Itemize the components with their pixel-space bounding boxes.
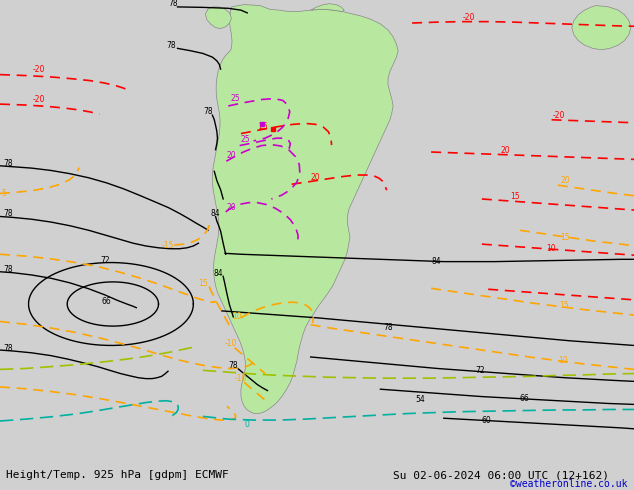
Text: 72: 72 [476,366,485,375]
Polygon shape [572,5,631,50]
Text: -20: -20 [33,95,46,104]
Polygon shape [205,7,231,28]
Text: 0: 0 [244,420,249,429]
Text: -10: -10 [235,374,247,383]
Text: 66: 66 [101,297,111,306]
Text: 10: 10 [547,244,556,252]
Text: 10: 10 [558,356,567,365]
Text: 20: 20 [501,146,510,155]
Text: 20: 20 [227,202,236,212]
Text: 25: 25 [231,95,240,103]
Text: 10: 10 [232,312,242,321]
Polygon shape [311,4,344,11]
Text: 15: 15 [560,233,570,243]
Text: 78: 78 [3,344,13,353]
Text: 72: 72 [100,256,110,265]
Text: Height/Temp. 925 hPa [gdpm] ECMWF: Height/Temp. 925 hPa [gdpm] ECMWF [6,470,229,480]
Text: 78: 78 [3,210,13,219]
Text: 78: 78 [228,362,238,370]
Text: 84: 84 [214,270,223,278]
Text: 54: 54 [415,394,425,404]
Text: 25: 25 [259,122,268,131]
Text: 15: 15 [510,192,519,201]
Text: 78: 78 [3,265,13,274]
Text: 25: 25 [241,135,250,144]
Text: 66: 66 [520,394,529,403]
Text: 78: 78 [167,41,176,50]
Text: -20: -20 [33,65,46,74]
Text: -10: -10 [225,340,238,348]
Text: 78: 78 [384,323,393,332]
Polygon shape [212,4,398,414]
Text: 15: 15 [559,301,569,310]
Text: 84: 84 [431,257,441,266]
Text: 78: 78 [203,107,212,116]
Text: 78: 78 [168,0,178,8]
Text: 78: 78 [3,159,13,168]
Text: -20: -20 [463,13,476,22]
Text: ©weatheronline.co.uk: ©weatheronline.co.uk [510,479,628,489]
Text: 15: 15 [198,279,208,288]
Text: 84: 84 [210,210,220,219]
Text: 60: 60 [482,416,491,425]
Text: 20: 20 [227,151,236,160]
Text: -15: -15 [162,241,174,250]
Text: 5: 5 [1,189,6,198]
Text: 20: 20 [311,172,320,182]
Text: -20: -20 [553,111,566,120]
Text: Su 02-06-2024 06:00 UTC (12+162): Su 02-06-2024 06:00 UTC (12+162) [393,470,609,480]
Text: 20: 20 [560,176,570,185]
